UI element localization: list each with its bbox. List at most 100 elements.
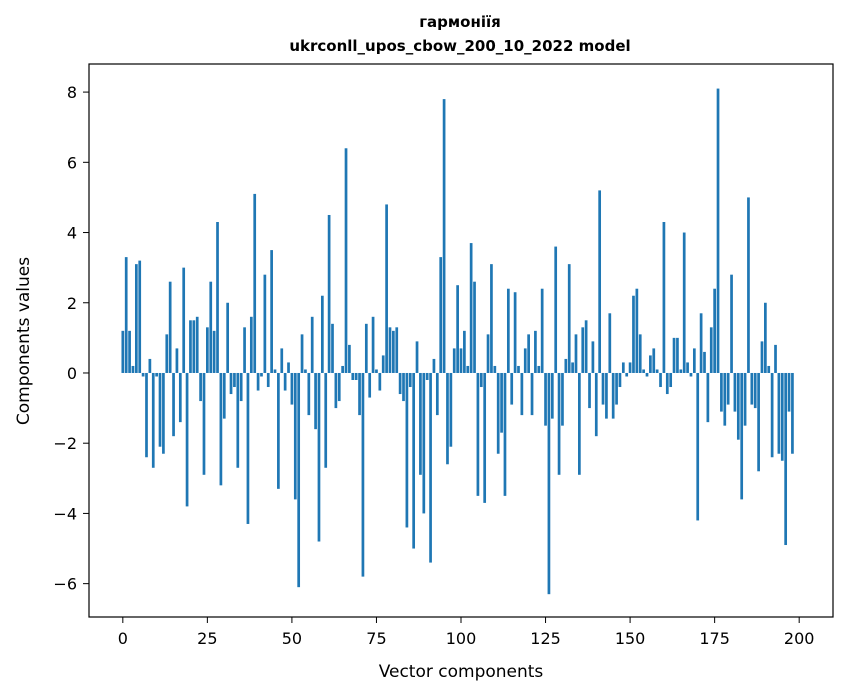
bar-78 bbox=[385, 204, 388, 373]
bar-145 bbox=[611, 372, 615, 419]
bar-135 bbox=[578, 372, 581, 475]
bar-134 bbox=[574, 334, 578, 373]
y-tick-label-2: 2 bbox=[67, 294, 77, 313]
bar-36 bbox=[243, 327, 246, 373]
bar-179 bbox=[726, 372, 730, 405]
bar-189 bbox=[760, 341, 764, 373]
plot-frame bbox=[88, 63, 834, 618]
x-axis-ticks: 0 25 50 75 100 125 150 175 200 bbox=[118, 617, 814, 648]
x-tick-label-150: 150 bbox=[615, 629, 646, 648]
bar-88 bbox=[419, 372, 422, 475]
bar-190 bbox=[764, 302, 767, 373]
bar-2 bbox=[128, 330, 131, 373]
bar-64 bbox=[337, 372, 341, 402]
bar-148 bbox=[621, 362, 625, 373]
bar-103 bbox=[469, 243, 473, 373]
bar-186 bbox=[750, 372, 754, 405]
bar-9 bbox=[151, 372, 155, 468]
bar-27 bbox=[212, 330, 216, 373]
bar-24 bbox=[202, 372, 206, 475]
bar-35 bbox=[239, 372, 243, 402]
bar-146 bbox=[615, 372, 618, 405]
bar-166 bbox=[682, 232, 686, 373]
bar-154 bbox=[642, 369, 645, 373]
bar-31 bbox=[226, 302, 230, 373]
bar-0 bbox=[121, 330, 125, 373]
bar-143 bbox=[605, 372, 608, 419]
bar-77 bbox=[381, 355, 385, 373]
bar-59 bbox=[320, 295, 324, 373]
bar-45 bbox=[273, 369, 277, 373]
bar-74 bbox=[371, 316, 375, 373]
bar-127 bbox=[550, 372, 554, 419]
bar-34 bbox=[236, 372, 240, 468]
bar-58 bbox=[317, 372, 321, 542]
bar-93 bbox=[435, 372, 439, 416]
bar-160 bbox=[662, 222, 666, 373]
bar-8 bbox=[148, 358, 152, 373]
bar-107 bbox=[483, 372, 487, 503]
bar-126 bbox=[547, 372, 551, 595]
bar-71 bbox=[361, 372, 365, 577]
bar-17 bbox=[178, 372, 182, 423]
bar-114 bbox=[506, 288, 510, 373]
bar-4 bbox=[134, 264, 138, 373]
bar-80 bbox=[392, 330, 395, 373]
bar-67 bbox=[348, 344, 351, 373]
bar-180 bbox=[730, 274, 733, 373]
y-tick-label-0: 0 bbox=[67, 364, 77, 383]
bar-53 bbox=[300, 334, 304, 373]
bar-139 bbox=[591, 341, 595, 373]
bar-83 bbox=[402, 372, 405, 402]
bar-116 bbox=[513, 292, 517, 373]
bar-195 bbox=[780, 372, 784, 461]
bar-97 bbox=[449, 372, 453, 447]
bar-131 bbox=[564, 358, 568, 373]
bar-119 bbox=[523, 348, 527, 373]
bar-52 bbox=[297, 372, 301, 588]
bar-191 bbox=[767, 365, 771, 373]
chart-subtitle: ukrconll_upos_cbow_200_10_2022 model bbox=[289, 37, 630, 55]
bar-3 bbox=[131, 365, 135, 373]
bar-40 bbox=[256, 372, 260, 391]
bar-108 bbox=[486, 334, 490, 373]
bar-1 bbox=[124, 257, 128, 373]
bar-10 bbox=[155, 372, 158, 377]
y-tick-label--4: −4 bbox=[53, 504, 77, 523]
bar-11 bbox=[158, 372, 162, 447]
bar-12 bbox=[162, 372, 165, 454]
bar-50 bbox=[290, 372, 294, 405]
bar-172 bbox=[703, 351, 706, 373]
bar-94 bbox=[439, 257, 443, 373]
y-tick-label-8: 8 bbox=[67, 83, 77, 102]
bar-33 bbox=[233, 372, 236, 388]
bar-92 bbox=[432, 358, 436, 373]
bar-21 bbox=[192, 320, 196, 373]
bar-38 bbox=[249, 316, 253, 373]
bar-136 bbox=[581, 327, 585, 373]
bar-72 bbox=[364, 323, 368, 373]
bar-5 bbox=[138, 260, 142, 373]
bar-89 bbox=[422, 372, 426, 514]
bar-76 bbox=[378, 372, 382, 391]
bar-142 bbox=[601, 372, 605, 405]
bar-174 bbox=[709, 327, 713, 373]
bar-70 bbox=[358, 372, 361, 416]
bar-13 bbox=[165, 334, 169, 373]
bar-137 bbox=[584, 320, 588, 373]
bar-193 bbox=[774, 344, 777, 373]
bar-68 bbox=[351, 372, 355, 380]
bar-100 bbox=[459, 348, 463, 373]
bar-167 bbox=[686, 362, 689, 373]
bar-91 bbox=[429, 372, 432, 563]
bar-122 bbox=[534, 330, 537, 373]
bar-140 bbox=[594, 372, 598, 437]
bar-19 bbox=[185, 372, 189, 507]
x-tick-label-25: 25 bbox=[197, 629, 217, 648]
bars-group bbox=[121, 88, 794, 595]
bar-151 bbox=[632, 295, 635, 373]
bar-194 bbox=[777, 372, 781, 454]
y-tick-label--6: −6 bbox=[53, 575, 77, 594]
